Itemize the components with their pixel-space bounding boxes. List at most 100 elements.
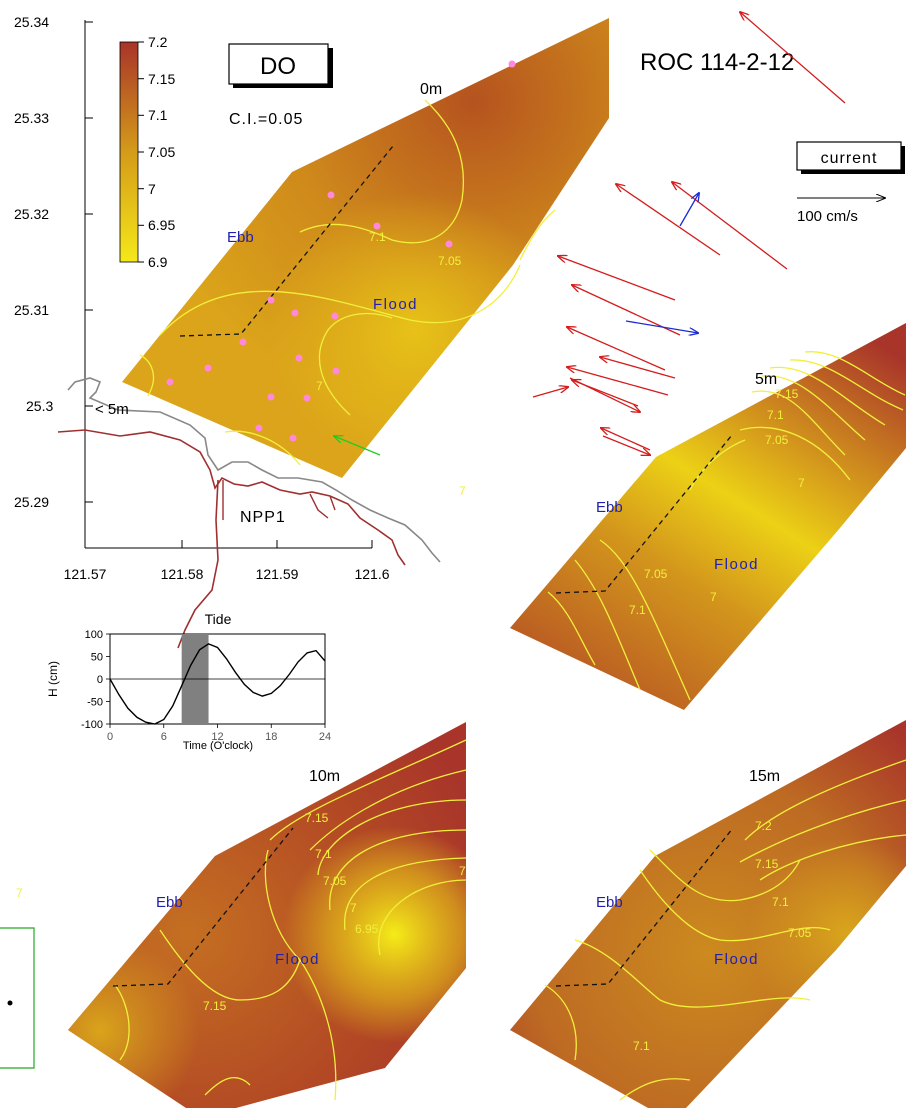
panel-0m-flood-label: Flood <box>373 296 418 313</box>
legend-tick: 6.9 <box>148 254 168 270</box>
tide-chart: Tide 100 50 0 -50 -100 0 6 12 18 24 H (cm) Time … <box>46 611 331 752</box>
panel-15m-contours <box>544 759 906 1101</box>
map-ytick: 25.29 <box>14 494 49 510</box>
panel-10m-flood-label: Flood <box>275 951 320 968</box>
contour-label: 7.05 <box>765 433 789 447</box>
map-yticks: 25.34 25.33 25.32 25.31 25.3 25.29 <box>14 14 53 510</box>
map-xtick: 121.6 <box>354 566 389 582</box>
panel-15m-ebb-label: Ebb <box>596 894 623 911</box>
legend-tick: 7.1 <box>148 107 168 123</box>
contour-label: 7.15 <box>775 387 799 401</box>
panel-5m-ebb-label: Ebb <box>596 499 623 516</box>
contour-label: 7.15 <box>305 811 329 825</box>
contour-label: 7.1 <box>629 603 646 617</box>
panel-0m-ebb-label: Ebb <box>227 229 254 246</box>
panel-5m-flood-label: Flood <box>714 556 759 573</box>
contour-label: 7.1 <box>315 847 332 861</box>
panel-10m-contours <box>114 739 467 1101</box>
panel-15m-field-light <box>510 720 906 1108</box>
variable-box: DO <box>228 43 333 88</box>
panel-5m-field <box>510 323 906 710</box>
contour-label: 7.1 <box>633 1039 650 1053</box>
legend-tick: 6.95 <box>148 217 175 233</box>
legend-tick: 7.15 <box>148 71 175 87</box>
contour-label: 7 <box>350 901 357 915</box>
tide-y-axis: 100 50 0 -50 -100 <box>81 629 110 731</box>
contour-label: 7.1 <box>369 230 386 244</box>
map-ytick: 25.34 <box>14 14 49 30</box>
panel-5m-contours <box>547 351 906 701</box>
map-ytick: 25.33 <box>14 110 49 126</box>
map-axes <box>84 20 373 549</box>
legend-tick: 7.2 <box>148 34 168 50</box>
map-xtick: 121.59 <box>256 566 299 582</box>
panel-15m: 15m Ebb Flood 7.2 7.15 7.1 7.05 7.1 <box>510 720 906 1108</box>
map-ytick: 25.31 <box>14 302 49 318</box>
contour-label: 7 <box>710 590 717 604</box>
panel-0m-depth: 0m <box>420 81 442 98</box>
legend-tick: 7 <box>148 181 156 197</box>
tide-ytick-label: -100 <box>81 719 103 731</box>
panel-5m-transect <box>555 434 733 594</box>
stray-label: 7 <box>459 864 466 878</box>
variable-label: DO <box>260 53 296 80</box>
contour-label: 7.15 <box>755 857 779 871</box>
panel-0m-transect <box>179 145 394 337</box>
contour-label: 7 <box>316 379 323 393</box>
contour-label: 7.2 <box>755 819 772 833</box>
tide-ytick-label: 50 <box>91 652 103 664</box>
contour-label: 6.95 <box>355 922 379 936</box>
tide-xlabel: Time (O'clock) <box>183 740 253 752</box>
current-vectors <box>334 12 846 455</box>
panel-0m-field-light <box>122 18 609 478</box>
tide-ytick-label: -50 <box>87 697 103 709</box>
contour-label: 7.05 <box>788 926 812 940</box>
tide-xtick-label: 12 <box>211 731 223 743</box>
current-box-label: current <box>821 150 878 167</box>
site-label: NPP1 <box>240 509 286 526</box>
partial-box <box>0 927 35 1069</box>
tide-ytick-label: 0 <box>97 674 103 686</box>
contour-label: 7.15 <box>203 999 227 1013</box>
map-xtick: 121.57 <box>64 566 107 582</box>
contour-label: 7 <box>798 476 805 490</box>
contour-label: 7.05 <box>644 567 668 581</box>
tide-curve <box>109 643 326 725</box>
tide-title: Tide <box>205 611 232 627</box>
stations <box>166 60 516 442</box>
panel-5m: 5m Ebb Flood 7.15 7.1 7.05 7 7.05 7.1 7 <box>510 323 906 710</box>
panel-0m: 0m Ebb Flood 7.1 7.05 7 <box>122 18 609 478</box>
page-title: ROC 114-2-12 <box>640 49 794 76</box>
tide-ylabel: H (cm) <box>46 661 60 697</box>
stray-label: 7 <box>16 886 23 900</box>
map-xticks: 121.57 121.58 121.59 121.6 <box>64 566 390 582</box>
panel-5m-depth: 5m <box>755 371 777 388</box>
panel-15m-depth: 15m <box>749 768 780 785</box>
contour-interval: C.I.=0.05 <box>229 111 303 128</box>
current-scale-label: 100 cm/s <box>797 208 858 225</box>
tide-xtick-label: 24 <box>319 731 331 743</box>
tide-xtick-label: 6 <box>161 731 167 743</box>
current-legend: current 100 cm/s <box>796 141 905 225</box>
contour-label: 7.1 <box>772 895 789 909</box>
panel-10m-transect <box>112 827 294 987</box>
map-ytick: 25.3 <box>26 398 53 414</box>
stray-label: 7 <box>459 484 466 498</box>
panel-10m-depth: 10m <box>309 768 340 785</box>
panel-10m-ebb-label: Ebb <box>156 894 183 911</box>
panel-15m-flood-label: Flood <box>714 951 759 968</box>
panel-0m-contours <box>139 99 556 466</box>
tide-xtick-label: 18 <box>265 731 277 743</box>
map-xtick: 121.58 <box>161 566 204 582</box>
tide-xtick-label: 0 <box>107 731 113 743</box>
contour-label: 7.1 <box>767 408 784 422</box>
tide-ytick-label: 100 <box>85 629 103 641</box>
legend-tick: 7.05 <box>148 144 175 160</box>
panel-10m-field-corner <box>68 722 466 1108</box>
contour-label: 7.05 <box>323 874 347 888</box>
map-ytick: 25.32 <box>14 206 49 222</box>
color-legend: 7.2 7.15 7.1 7.05 7 6.95 6.9 <box>119 34 175 270</box>
tide-x-axis: 0 6 12 18 24 <box>107 724 331 743</box>
panel-10m: 10m Ebb Flood 7.15 7.1 7.05 7 6.95 7.15 <box>68 722 467 1108</box>
